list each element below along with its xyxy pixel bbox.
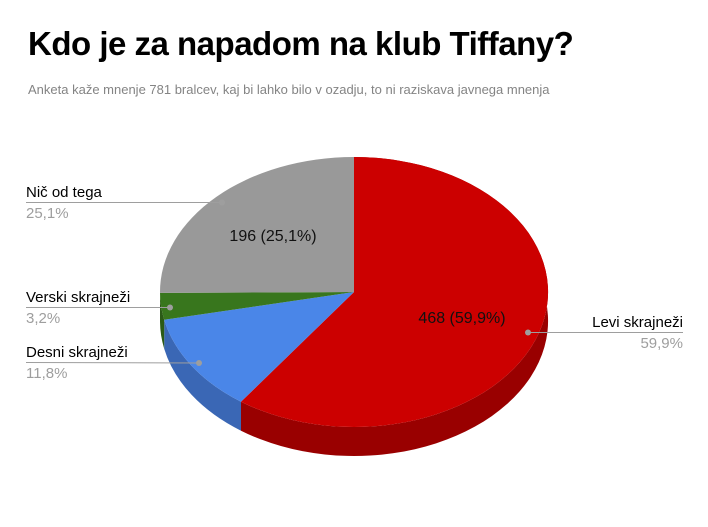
pie-slice-levi-skrajnezi[interactable] [241, 157, 549, 427]
pie-slice-nic-od-tega[interactable] [159, 156, 354, 293]
slice-pct-levi-skrajnezi: 59,9% [640, 335, 683, 352]
slice-pct-nic-od-tega: 25,1% [26, 205, 69, 222]
connector-dot-nic-od-tega [219, 199, 225, 206]
pie-slice-side-desni-skrajnezi [164, 319, 241, 431]
chart-subtitle: Anketa kaže mnenje 781 bralcev, kaj bi l… [28, 82, 550, 97]
slice-label-desni-skrajnezi: Desni skrajneži [26, 344, 128, 361]
pie-slice-side-verski-skrajnezi [160, 292, 165, 349]
connector-dot-levi-skrajnezi [525, 329, 531, 336]
connector-dot-verski-skrajnezi [167, 304, 173, 311]
slice-annotation-levi-skrajnezi: 468 (59,9%) [418, 310, 506, 327]
slice-label-verski-skrajnezi: Verski skrajneži [26, 289, 131, 306]
connector-line-desni-skrajnezi [25, 362, 200, 364]
slice-annotation-nic-od-tega: 196 (25,1%) [229, 228, 317, 245]
slice-pct-desni-skrajnezi: 11,8% [26, 365, 68, 382]
slice-pct-verski-skrajnezi: 3,2% [26, 310, 61, 327]
slice-label-nic-od-tega: Nič od tega [26, 184, 102, 201]
slice-label-levi-skrajnezi: Levi skrajneži [592, 314, 683, 331]
pie-slice-desni-skrajnezi[interactable] [164, 292, 354, 402]
pie-slice-side-levi-skrajnezi [241, 157, 549, 457]
chart-title: Kdo je za napadom na klub Tiffany? [28, 25, 574, 62]
connector-dot-desni-skrajnezi [196, 360, 202, 366]
pie-slice-verski-skrajnezi[interactable] [160, 292, 354, 320]
